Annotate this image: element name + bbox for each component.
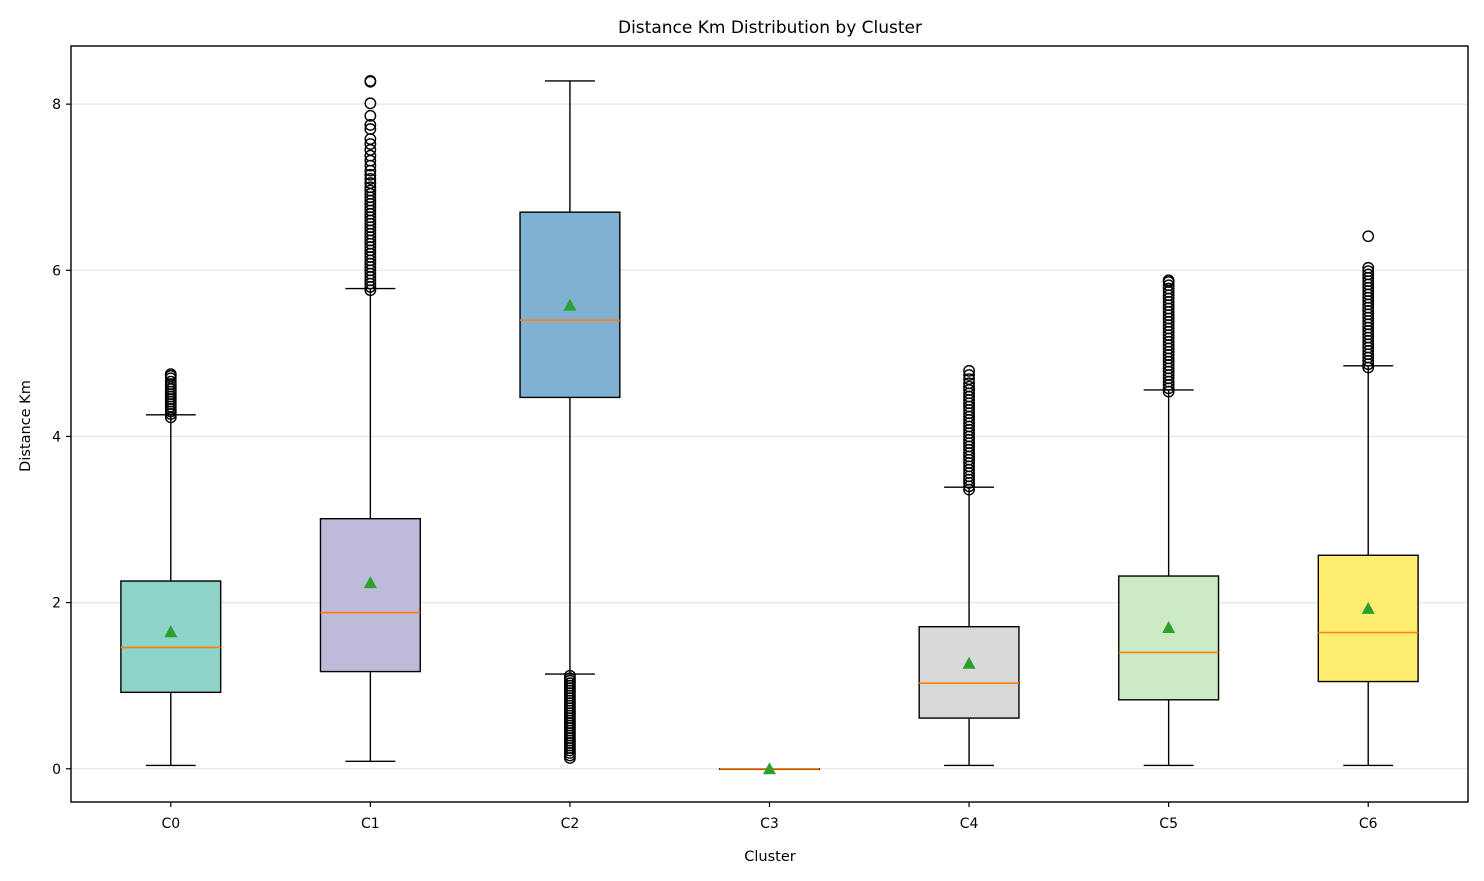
outlier-point: [1362, 261, 1375, 274]
outlier-point: [364, 97, 377, 110]
mean-marker: [1162, 621, 1176, 634]
mean-marker: [164, 625, 178, 638]
outlier-point: [564, 669, 576, 682]
outlier-point: [364, 74, 377, 87]
outlier-point: [364, 109, 377, 122]
mean-marker: [962, 656, 976, 669]
outlier-point: [963, 373, 975, 386]
y-tick-label: 0: [52, 762, 61, 778]
outlier-point: [1162, 282, 1175, 295]
plot-frame: [70, 45, 1469, 803]
outlier-point: [1362, 230, 1375, 243]
outlier-point: [164, 375, 177, 388]
box-group-c1: [319, 74, 421, 762]
x-tick-label: C1: [361, 816, 380, 832]
outlier-point: [364, 138, 377, 150]
box-group-c2: [519, 80, 621, 764]
y-axis-label: Distance Km: [18, 380, 34, 472]
box-c1: [319, 518, 421, 673]
box-c6: [1317, 554, 1419, 683]
box-group-c5: [1118, 274, 1220, 767]
outlier-point: [364, 181, 377, 194]
outlier-point: [364, 123, 377, 135]
outlier-point: [364, 168, 377, 181]
y-tick-label: 4: [52, 429, 61, 445]
chart-title: Distance Km Distribution by Cluster: [618, 18, 922, 38]
box-group-c4: [918, 364, 1020, 767]
x-tick-label: C3: [760, 816, 779, 832]
grid-layer: [71, 103, 1468, 770]
x-tick-label: C5: [1159, 816, 1178, 832]
box-c4: [918, 626, 1020, 719]
axis-layer: 0 2 4 6 8 C0 C1 C2 C3 C4 C5 C6: [52, 45, 1469, 832]
x-tick-label: C4: [960, 816, 979, 832]
outlier-point: [963, 380, 975, 393]
mean-marker: [563, 298, 577, 311]
box-group-c0: [120, 368, 222, 767]
box-c5: [1118, 575, 1220, 701]
box-layer: [120, 74, 1419, 775]
outlier-point: [963, 377, 975, 390]
outlier-point: [1162, 279, 1175, 292]
x-axis-label: Cluster: [744, 849, 796, 865]
outlier-point: [963, 369, 975, 381]
box-group-c3: [718, 762, 821, 775]
mean-marker: [1361, 601, 1375, 614]
outlier-point: [963, 364, 975, 377]
outlier-point: [364, 149, 377, 162]
box-group-c6: [1317, 230, 1419, 767]
outlier-point: [364, 119, 377, 131]
y-tick-label: 8: [52, 97, 61, 113]
mean-marker: [763, 762, 776, 775]
outlier-point: [1162, 274, 1175, 287]
outlier-point: [364, 177, 377, 189]
outlier-point: [1362, 265, 1375, 278]
mean-marker: [363, 576, 377, 589]
box-c0: [120, 580, 222, 694]
y-tick-label: 6: [52, 263, 61, 279]
outlier-point: [1362, 268, 1375, 281]
outlier-point: [364, 173, 377, 185]
y-tick-label: 2: [52, 596, 61, 612]
outlier-point: [164, 368, 177, 381]
outlier-point: [364, 184, 377, 197]
x-tick-label: C2: [561, 816, 580, 832]
x-tick-label: C0: [161, 816, 180, 832]
x-tick-label: C6: [1359, 816, 1378, 832]
